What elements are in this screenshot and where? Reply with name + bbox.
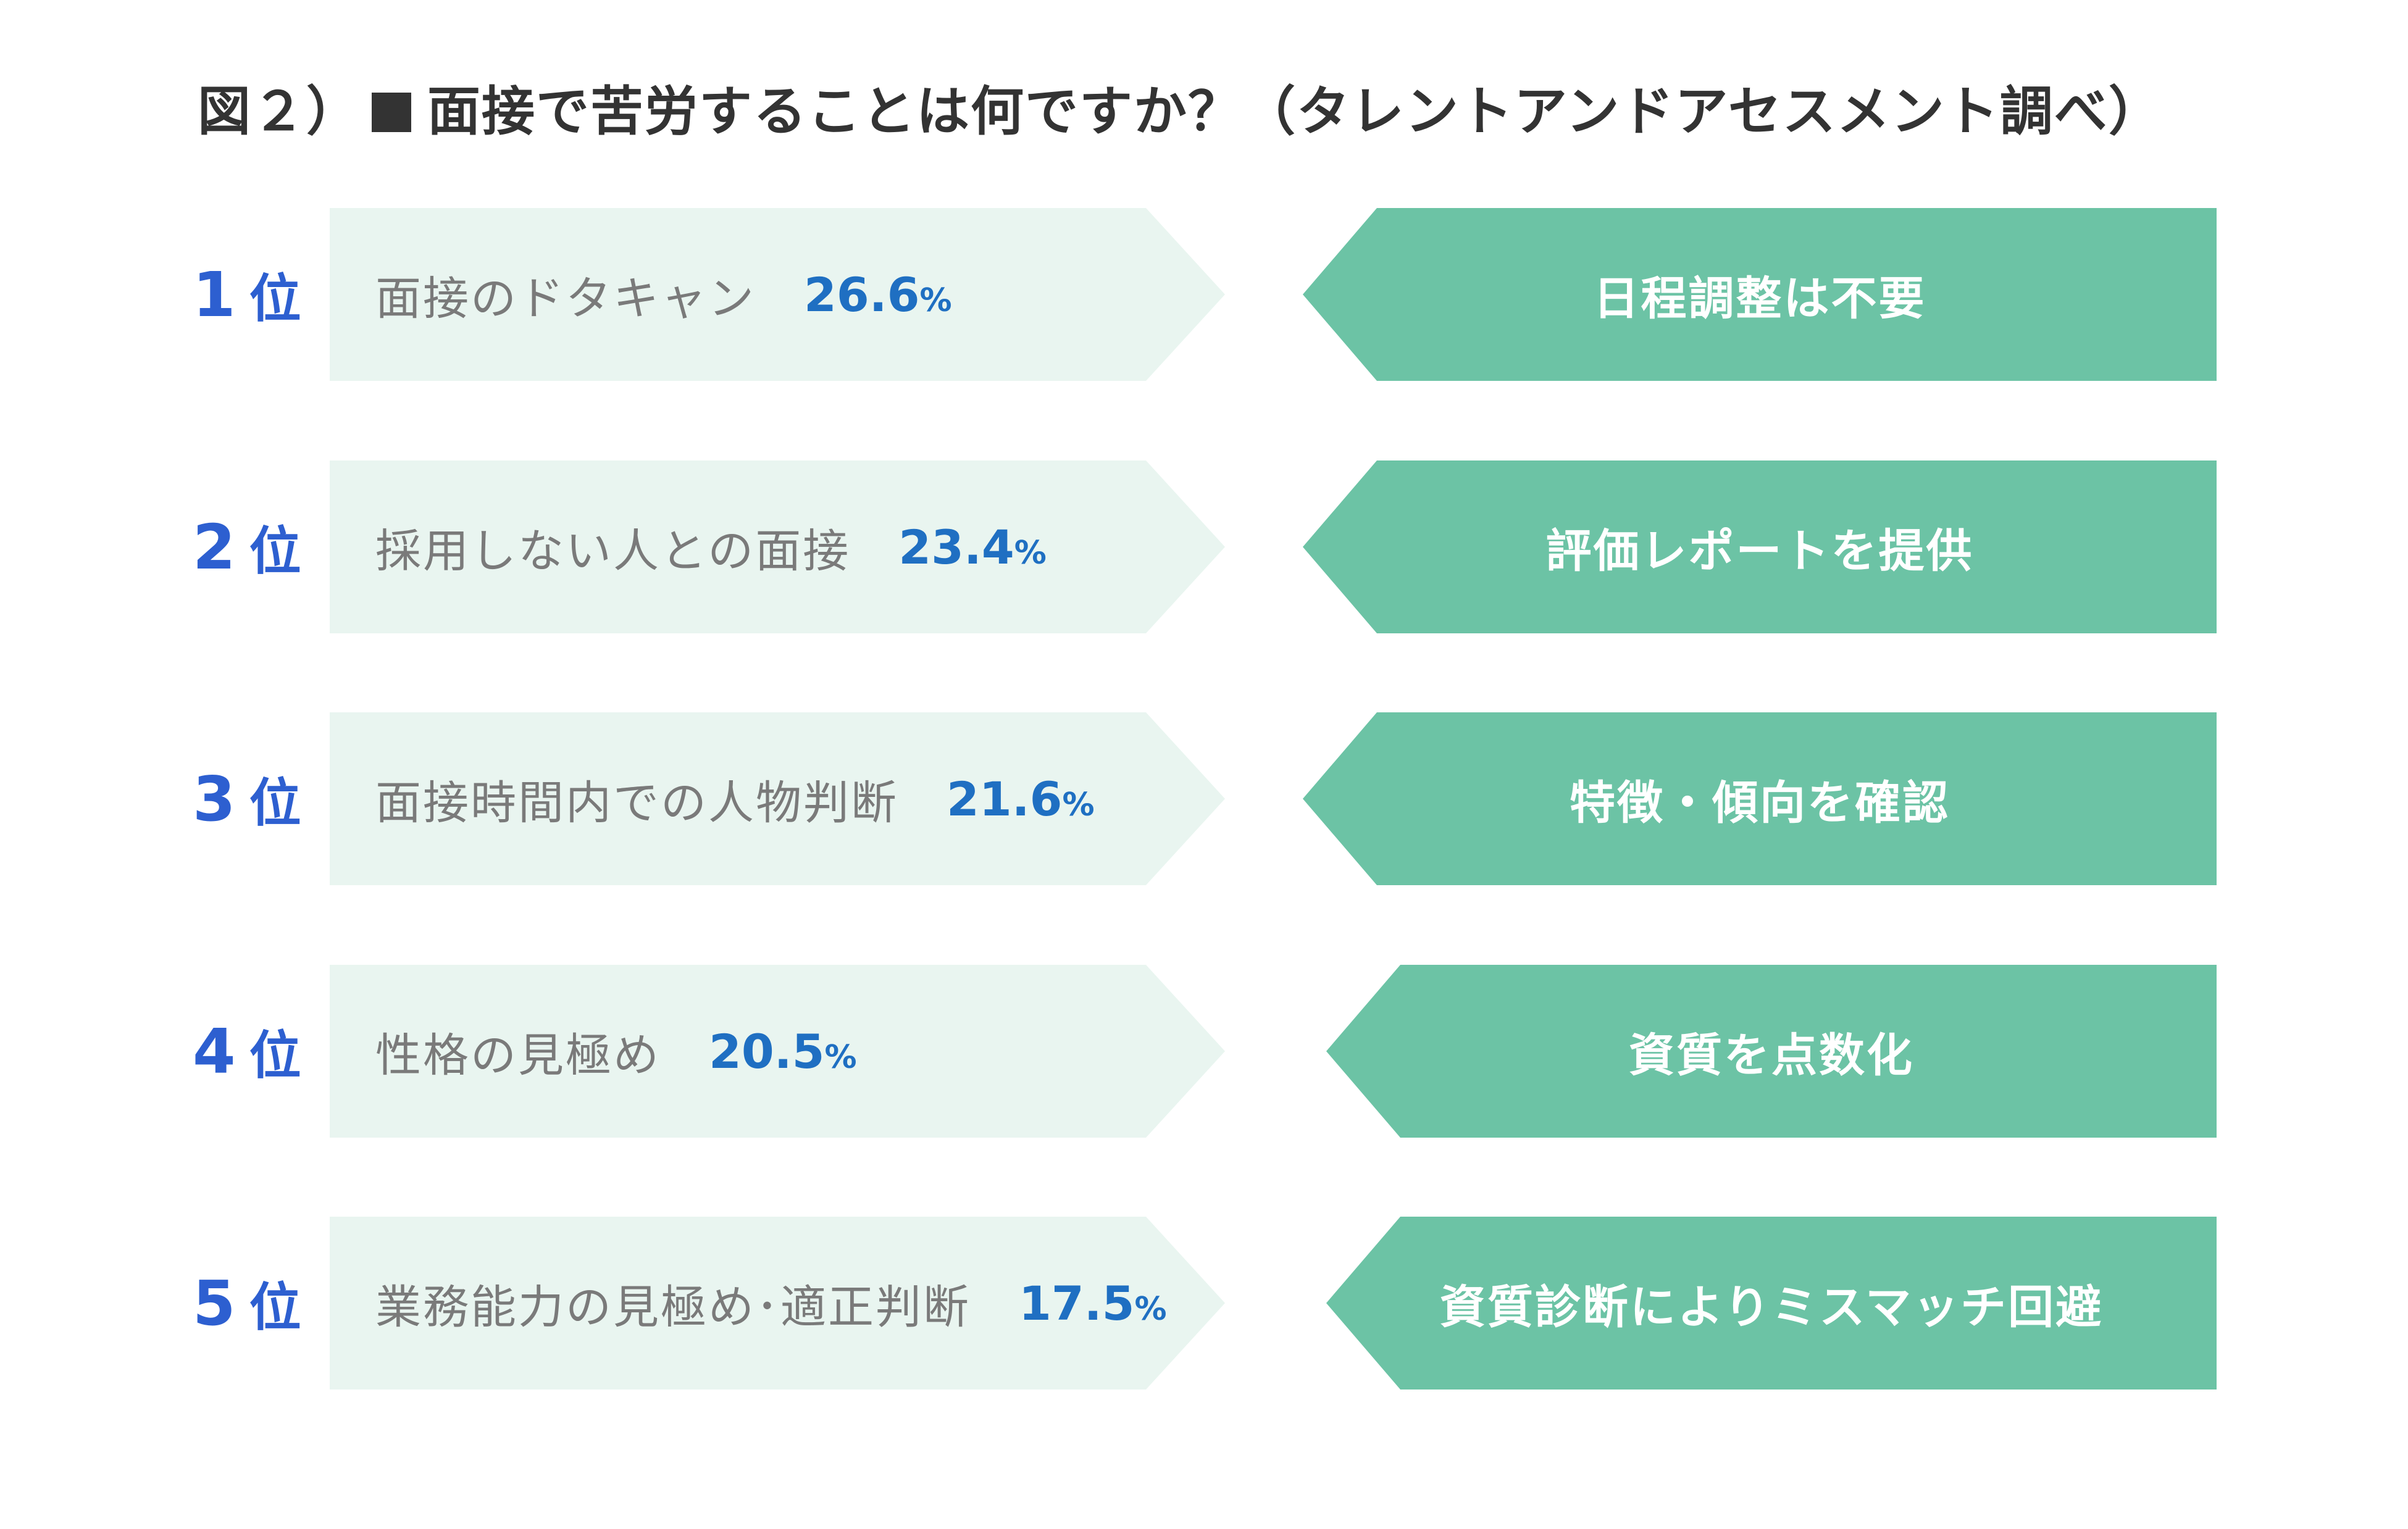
issue-label: 面接時間内での人物判断 — [375, 776, 898, 830]
figure-title-text: 面接で苦労することは何ですか？（タレントアンドアセスメント調べ） — [427, 81, 2163, 143]
issue-arrow-box — [330, 965, 1225, 1138]
issue-percentage: 21.6% — [947, 772, 1095, 827]
percent-sign: % — [919, 281, 952, 319]
issue-label: 採用しない人との面接 — [375, 524, 851, 578]
issue-label: 業務能力の見極め･適正判断 — [375, 1280, 971, 1334]
percentage-value: 17.5 — [1019, 1275, 1135, 1331]
issue-label: 面接のドタキャン — [375, 272, 756, 325]
rank-unit: 位 — [249, 772, 301, 833]
issue-content: 性格の見極め 20.5% — [375, 965, 857, 1138]
percentage-value: 21.6 — [947, 771, 1063, 827]
solution-arrow-box: 評価レポートを提供 — [1303, 460, 2217, 633]
solution-arrow-box: 特徴・傾向を確認 — [1303, 712, 2217, 885]
percentage-value: 23.4 — [898, 519, 1014, 575]
solution-label: 日程調整は不要 — [1593, 272, 1926, 325]
figure-title: 図２） 面接で苦労することは何ですか？（タレントアンドアセスメント調べ） — [198, 68, 2163, 145]
rank-unit: 位 — [249, 1025, 301, 1086]
solution-arrow-box: 資質診断によりミスマッチ回避 — [1326, 1217, 2217, 1389]
solution-label: 資質診断によりミスマッチ回避 — [1439, 1280, 2104, 1334]
percent-sign: % — [1134, 1290, 1167, 1328]
percentage-value: 20.5 — [709, 1023, 825, 1079]
issue-content: 面接時間内での人物判断 21.6% — [375, 712, 1095, 885]
square-bullet-icon — [372, 93, 411, 132]
issue-label: 性格の見極め — [375, 1028, 661, 1082]
issue-arrow-box — [330, 1217, 1225, 1389]
issue-arrow-box — [330, 712, 1225, 885]
issue-percentage: 17.5% — [1019, 1276, 1167, 1331]
issue-content: 採用しない人との面接 23.4% — [375, 460, 1047, 633]
issue-arrow-box — [330, 460, 1225, 633]
percentage-value: 26.6 — [804, 267, 920, 322]
solution-label: 特徴・傾向を確認 — [1570, 776, 1950, 830]
issue-content: 面接のドタキャン 26.6% — [375, 208, 952, 381]
percent-sign: % — [824, 1038, 857, 1076]
rank-unit: 位 — [249, 1277, 301, 1338]
rank-number: 5 — [193, 1267, 236, 1339]
issue-percentage: 23.4% — [898, 520, 1047, 575]
rank-unit: 位 — [249, 520, 301, 581]
rank-unit: 位 — [249, 268, 301, 329]
solution-arrow-box: 日程調整は不要 — [1303, 208, 2217, 381]
figure-number: 図２） — [198, 81, 361, 143]
issue-content: 業務能力の見極め･適正判断 17.5% — [375, 1217, 1167, 1389]
issue-percentage: 26.6% — [804, 267, 952, 322]
solution-label: 資質を点数化 — [1629, 1028, 1914, 1082]
solution-label: 評価レポートを提供 — [1545, 524, 1974, 578]
percent-sign: % — [1014, 534, 1047, 572]
issue-percentage: 20.5% — [709, 1024, 857, 1079]
rank-number: 1 — [193, 258, 236, 331]
rank-number: 4 — [193, 1015, 236, 1088]
issue-arrow-box — [330, 208, 1225, 381]
solution-arrow-box: 資質を点数化 — [1326, 965, 2217, 1138]
percent-sign: % — [1062, 786, 1095, 823]
rank-number: 3 — [193, 762, 236, 835]
rank-number: 2 — [193, 510, 236, 583]
